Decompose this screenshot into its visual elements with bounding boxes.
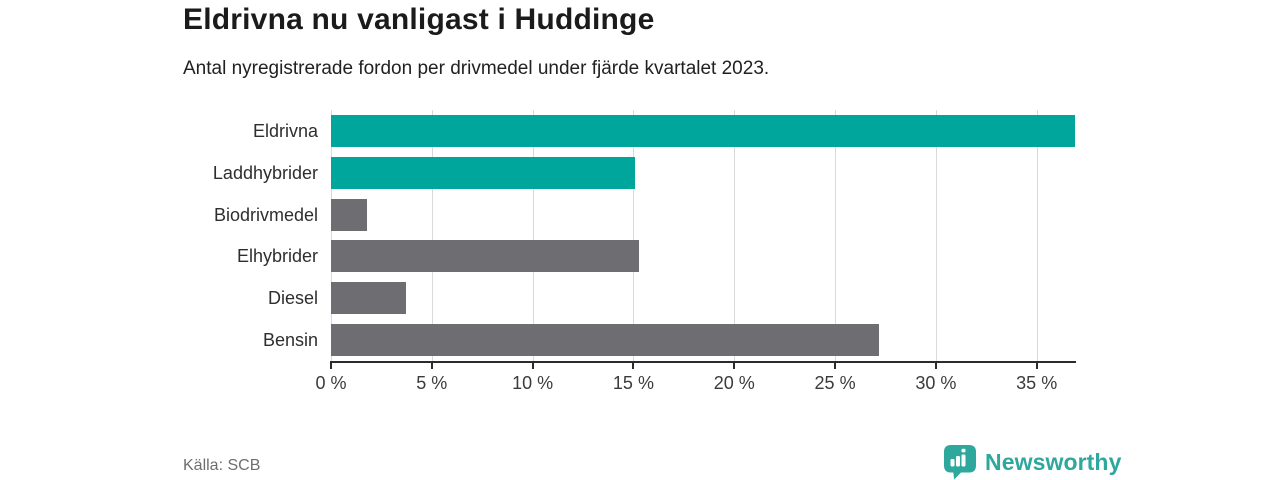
gridline [935, 110, 937, 361]
gridline [835, 110, 837, 361]
gridline [1036, 110, 1038, 361]
x-axis-line [330, 361, 1076, 363]
brand-name: Newsworthy [985, 449, 1122, 475]
brand-logo: Newsworthy [944, 445, 1121, 480]
axis-tick-label: 35 % [1016, 373, 1058, 393]
gridline [532, 110, 534, 361]
gridline [633, 110, 635, 361]
axis-tick [531, 363, 534, 369]
bar [331, 282, 406, 315]
bar [331, 156, 636, 189]
category-label: Biodrivmedel [213, 204, 318, 225]
bar [331, 114, 1075, 147]
axis-tick-label: 0 % [315, 373, 347, 393]
bar [331, 324, 880, 357]
axis-tick [330, 363, 332, 369]
bar-chart-speech-bubble-icon [944, 445, 976, 480]
source-note: Källa: SCB [183, 457, 261, 474]
axis-tick [733, 363, 736, 369]
axis-tick-label: 20 % [713, 373, 755, 393]
bar [331, 198, 368, 231]
gridline [734, 110, 736, 361]
axis-tick [934, 363, 937, 369]
gridline [331, 110, 332, 361]
axis-tick-label: 5 % [416, 373, 448, 393]
category-label: Eldrivna [252, 120, 318, 141]
axis-tick [834, 363, 837, 369]
axis-tick [1035, 363, 1038, 369]
axis-tick [430, 363, 433, 369]
bar [331, 240, 640, 273]
axis-tick-label: 30 % [915, 373, 957, 393]
category-label: Bensin [262, 330, 318, 351]
chart-title: Eldrivna nu vanligast i Huddinge [183, 3, 655, 36]
axis-tick [632, 363, 635, 369]
chart-subtitle: Antal nyregistrerade fordon per drivmede… [183, 58, 770, 79]
category-label: Elhybrider [236, 246, 318, 267]
category-label: Diesel [267, 288, 318, 309]
axis-tick-label: 10 % [512, 373, 554, 393]
gridline [431, 110, 433, 361]
category-label: Laddhybrider [212, 162, 318, 183]
axis-tick-label: 25 % [814, 373, 856, 393]
axis-tick-label: 15 % [612, 373, 654, 393]
